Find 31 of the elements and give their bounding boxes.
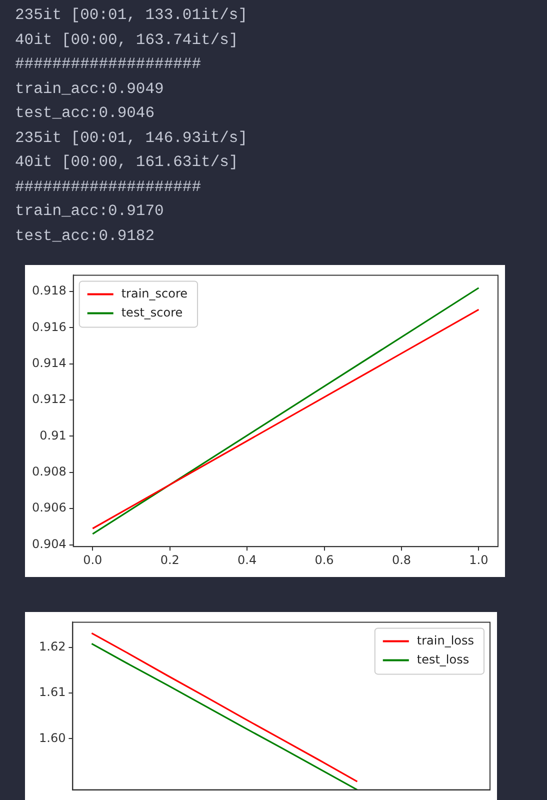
x-tick-label: 0.6 (314, 552, 334, 567)
y-tick-label: 0.914 (32, 356, 66, 370)
y-tick-label: 0.906 (32, 500, 66, 515)
x-tick-label: 0.4 (238, 552, 257, 567)
text: 235it [00:01, 133.01it/s] (15, 6, 248, 24)
y-tick-label: 1.60 (39, 730, 66, 745)
y-tick-label: 1.61 (39, 685, 66, 700)
y-tick-label: 0.904 (32, 536, 66, 551)
text: #################### (15, 178, 202, 196)
text: 40it [00:00, 161.63it/s] (15, 153, 238, 171)
text: #################### (15, 55, 202, 73)
y-tick-label: 1.62 (39, 639, 66, 654)
text: 235it [00:01, 146.93it/s] (15, 128, 248, 146)
legend-label: train_loss (416, 633, 474, 648)
x-tick-label: 0.8 (392, 552, 412, 567)
text: test_acc:0.9046 (15, 104, 155, 122)
text: test_acc:0.9182 (15, 226, 155, 244)
legend-label: test_score (121, 305, 183, 320)
legend-label: train_score (121, 286, 188, 300)
x-tick-label: 0.2 (160, 552, 180, 567)
y-tick-label: 0.908 (32, 464, 66, 479)
x-tick-label: 1.0 (469, 552, 488, 567)
text: train_acc:0.9049 (15, 80, 164, 98)
y-tick-label: 0.918 (32, 284, 66, 298)
legend-label: test_loss (416, 652, 470, 666)
text: train_acc:0.9170 (15, 202, 164, 220)
y-tick-label: 0.91 (40, 428, 66, 442)
y-tick-label: 0.912 (32, 392, 66, 406)
y-tick-label: 0.916 (32, 320, 66, 334)
x-tick-label: 0.0 (83, 552, 102, 567)
text: 40it [00:00, 163.74it/s] (15, 30, 238, 48)
